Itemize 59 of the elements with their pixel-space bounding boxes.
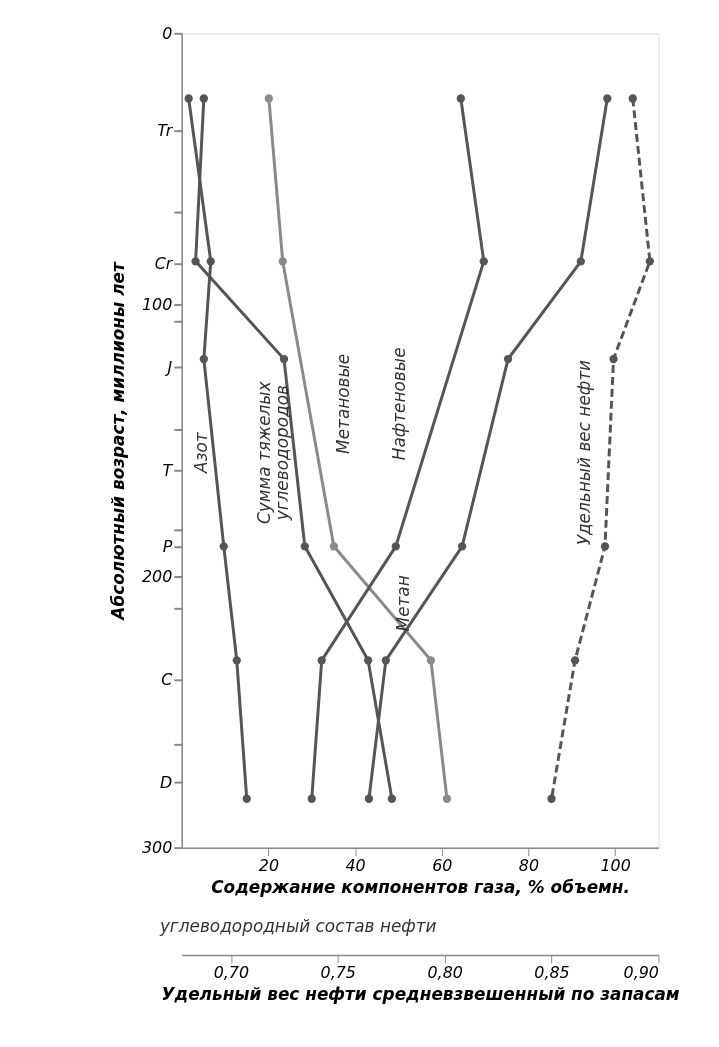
point — [199, 354, 208, 364]
text: Удельный вес нефти — [574, 359, 595, 546]
y-tick-label: J — [164, 357, 173, 377]
point — [503, 354, 513, 364]
y-tick-label: P — [162, 536, 173, 556]
text: углеводородный состав нефти — [158, 916, 437, 937]
point — [426, 656, 436, 665]
point — [457, 542, 467, 551]
text: Нафтеновые — [389, 347, 410, 461]
point — [279, 354, 289, 364]
point — [391, 542, 400, 551]
y-tick-label: D — [160, 772, 173, 792]
x-tick-label: 80 — [518, 855, 540, 875]
point — [329, 542, 338, 551]
point — [300, 542, 309, 551]
x-tick-label: 20 — [258, 855, 279, 875]
x-tick-label: 40 — [345, 855, 366, 875]
x2-tick-label: 0,85 — [534, 963, 570, 983]
x-tick-label: 60 — [432, 855, 453, 875]
point — [206, 257, 215, 266]
point — [278, 257, 287, 266]
text: Метан — [393, 575, 414, 632]
point — [199, 94, 208, 103]
point — [381, 656, 390, 665]
point — [264, 94, 273, 103]
text: Азот — [190, 431, 211, 475]
y-tick-label: Tr — [157, 121, 174, 141]
x-axis-title: Содержание компонентов газа, % объемн. — [211, 876, 630, 897]
point — [219, 542, 228, 551]
point — [442, 794, 452, 803]
point — [317, 656, 326, 665]
point — [364, 794, 374, 803]
x-tick-label: 100 — [600, 855, 631, 875]
y-tick-label: Cr — [154, 254, 174, 274]
point — [307, 794, 316, 803]
y-tick-label: 200 — [141, 566, 173, 586]
text: Сумма тяжелых углеводородов — [253, 380, 293, 524]
y-tick-label: 0 — [162, 23, 173, 43]
point — [191, 257, 200, 266]
y-axis-title: Абсолютный возраст, миллионы лет — [108, 261, 129, 622]
x2-tick-label: 0,90 — [623, 963, 659, 983]
x2-tick-label: 0,70 — [213, 963, 250, 983]
point — [242, 794, 251, 803]
point — [232, 656, 241, 665]
text: Метановые — [332, 353, 353, 454]
point — [603, 94, 612, 103]
x2-tick-label: 0,75 — [320, 963, 356, 983]
y-tick-label: 300 — [141, 838, 173, 858]
point — [184, 94, 193, 103]
x2-tick-label: 0,80 — [427, 963, 463, 983]
y-tick-label: T — [162, 460, 174, 480]
point — [576, 257, 586, 266]
point — [479, 257, 488, 266]
x2-axis-title: Удельный вес нефти средневзвешенный по запасам — [161, 984, 680, 1005]
point — [363, 656, 373, 665]
y-tick-label: 100 — [141, 295, 173, 315]
y-tick-label: C — [161, 669, 174, 689]
point — [456, 94, 465, 103]
point — [387, 794, 397, 803]
